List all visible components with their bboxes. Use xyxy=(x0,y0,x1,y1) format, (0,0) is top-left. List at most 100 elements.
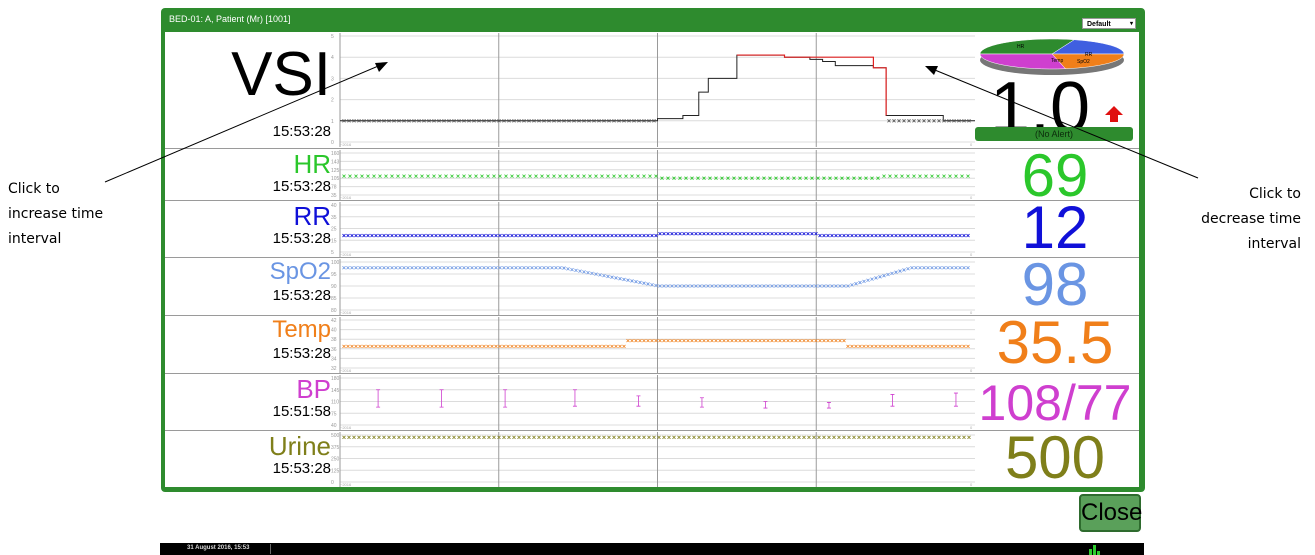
data-point xyxy=(594,233,598,238)
data-point xyxy=(422,344,426,349)
data-point xyxy=(666,338,670,343)
data-point xyxy=(842,435,846,440)
plot-start-label: ~2016 xyxy=(340,482,352,487)
data-point xyxy=(630,338,634,343)
data-point xyxy=(866,233,870,238)
axis-tick-label: 15 xyxy=(331,238,337,244)
data-point xyxy=(876,176,880,180)
annotation-line: increase time xyxy=(8,206,104,222)
data-point xyxy=(826,338,830,343)
data-point xyxy=(862,279,866,284)
data-point xyxy=(426,174,430,178)
data-point xyxy=(750,231,754,236)
vital-trend-plot-temp[interactable]: 42 40 38 36 34 32 ~2016 0 xyxy=(330,317,975,373)
data-point xyxy=(542,265,546,270)
vital-trend-plot-rr[interactable]: 40 35 25 15 5 ~2016 0 xyxy=(330,202,975,257)
data-point xyxy=(732,435,736,440)
axis-tick-label: 5 xyxy=(331,250,334,256)
data-point xyxy=(360,174,364,178)
data-point xyxy=(772,435,776,440)
vital-trend-plot-bp[interactable]: 180 145 110 75 40 ~2016 0 xyxy=(330,375,975,430)
data-point xyxy=(817,435,821,440)
data-point xyxy=(477,119,481,123)
data-point xyxy=(647,119,651,123)
data-point xyxy=(834,176,838,180)
data-point xyxy=(458,265,462,270)
data-point xyxy=(438,265,442,270)
data-point xyxy=(517,119,521,123)
data-point xyxy=(810,338,814,343)
vsi-row: VSI 15:53:28 5 4 3 2 1 0 ~2016 0 HR RR SpO2 Temp 1… xyxy=(165,32,1139,148)
data-point xyxy=(630,233,634,238)
data-point xyxy=(722,435,726,440)
data-point xyxy=(438,344,442,349)
data-point xyxy=(587,435,591,440)
data-point xyxy=(718,338,722,343)
data-point xyxy=(624,174,628,178)
data-point xyxy=(710,284,714,288)
data-point xyxy=(406,344,410,349)
data-point xyxy=(622,277,626,282)
data-point xyxy=(867,435,871,440)
vital-trend-plot-spo2[interactable]: 100 95 90 85 80 ~2016 0 xyxy=(330,259,975,315)
data-point xyxy=(518,344,522,349)
data-point xyxy=(918,233,922,238)
patient-tab[interactable]: BED-01: A, Patient (Mr) [1001] xyxy=(169,14,291,24)
data-point xyxy=(602,344,606,349)
data-point xyxy=(626,338,630,343)
data-point xyxy=(402,344,406,349)
data-point xyxy=(930,233,934,238)
data-point xyxy=(778,231,782,236)
data-point xyxy=(670,231,674,236)
data-point xyxy=(750,176,754,180)
data-point xyxy=(770,231,774,236)
data-point xyxy=(577,435,581,440)
data-point xyxy=(538,265,542,270)
data-point xyxy=(547,435,551,440)
data-point xyxy=(454,344,458,349)
data-point xyxy=(827,435,831,440)
data-point xyxy=(402,233,406,238)
data-point xyxy=(872,435,876,440)
profile-select[interactable]: Default ▾ xyxy=(1082,18,1136,29)
data-point xyxy=(367,435,371,440)
data-point xyxy=(526,344,530,349)
data-point xyxy=(522,435,526,440)
data-point xyxy=(502,435,506,440)
data-point xyxy=(792,176,796,180)
data-point xyxy=(782,284,786,288)
data-point xyxy=(798,231,802,236)
axis-tick-label: 100 xyxy=(331,260,340,266)
vital-trend-plot-hr[interactable]: 160 143 125 105 78 35 ~2016 0 xyxy=(330,150,975,200)
data-point xyxy=(592,119,596,123)
data-point xyxy=(614,233,618,238)
data-point xyxy=(737,435,741,440)
data-point xyxy=(557,119,561,123)
data-point xyxy=(866,344,870,349)
data-point xyxy=(666,284,670,288)
data-point xyxy=(806,338,810,343)
data-point xyxy=(670,284,674,288)
vsi-alert-segment xyxy=(736,54,887,116)
data-point xyxy=(642,119,646,123)
data-point xyxy=(742,338,746,343)
data-point xyxy=(638,233,642,238)
vital-trend-plot-urine[interactable]: 500 375 250 125 0 ~2016 0 xyxy=(330,432,975,487)
data-point xyxy=(418,344,422,349)
data-point xyxy=(678,176,682,180)
data-point xyxy=(516,174,520,178)
close-button[interactable]: Close xyxy=(1079,494,1142,532)
data-point xyxy=(888,174,892,178)
data-point xyxy=(922,119,926,123)
data-point xyxy=(530,233,534,238)
data-point xyxy=(686,284,690,288)
data-point xyxy=(527,119,531,123)
data-point xyxy=(430,265,434,270)
pie-label: HR xyxy=(1017,44,1025,50)
data-point xyxy=(936,174,940,178)
data-point xyxy=(782,435,786,440)
vital-label: RR xyxy=(293,201,331,231)
data-point xyxy=(926,265,930,270)
data-point xyxy=(378,265,382,270)
